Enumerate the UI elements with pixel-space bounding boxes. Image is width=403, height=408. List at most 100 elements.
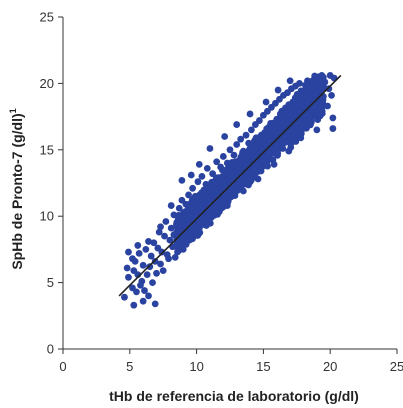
data-point (214, 174, 222, 182)
data-point (203, 164, 211, 172)
data-point (157, 260, 164, 268)
data-point (233, 121, 241, 128)
data-point (179, 246, 187, 253)
data-point (145, 238, 152, 245)
data-point (207, 206, 215, 213)
data-point (223, 159, 231, 167)
data-point (174, 239, 182, 247)
data-point (141, 287, 148, 294)
data-point (221, 133, 229, 140)
data-point (173, 220, 180, 228)
data-point (278, 122, 286, 130)
data-point (241, 174, 249, 182)
data-point (255, 117, 263, 124)
data-point (321, 78, 329, 86)
data-point (313, 126, 321, 134)
data-point (247, 126, 255, 134)
data-point (147, 252, 155, 260)
data-point (253, 138, 261, 146)
y-tick-label: 0 (47, 342, 54, 357)
data-point (243, 154, 251, 162)
data-point (272, 138, 280, 146)
data-point (329, 125, 337, 132)
data-point (297, 134, 305, 142)
data-point (329, 114, 337, 122)
data-point (217, 163, 225, 171)
data-point (270, 133, 278, 140)
data-point (134, 242, 142, 249)
data-point (139, 297, 147, 305)
data-point (215, 187, 223, 195)
data-point (230, 151, 238, 159)
data-point (223, 202, 231, 209)
data-point (328, 91, 335, 99)
data-point (201, 202, 209, 209)
data-point (231, 168, 239, 176)
data-point (186, 210, 194, 217)
data-point (178, 176, 186, 184)
data-point (281, 106, 289, 114)
data-point (123, 264, 131, 272)
data-point (259, 163, 267, 170)
data-point (314, 116, 322, 124)
y-tick-label: 10 (40, 209, 54, 224)
data-point (195, 161, 203, 168)
x-axis-title: tHb de referencia de laboratorio (g/dl) (109, 388, 359, 404)
x-tick-label: 25 (390, 359, 403, 374)
data-point (153, 269, 160, 277)
data-point (121, 293, 128, 301)
x-tick-label: 15 (256, 359, 270, 374)
data-point (234, 183, 242, 191)
data-point (260, 139, 268, 147)
data-point (170, 231, 178, 239)
data-point (138, 277, 146, 285)
data-point (218, 182, 226, 190)
data-point (324, 102, 331, 110)
data-point (226, 146, 234, 154)
fit-line (118, 74, 342, 297)
y-tick-label: 15 (40, 142, 54, 157)
data-point (245, 139, 253, 147)
data-point (235, 157, 243, 164)
data-point (167, 202, 175, 209)
data-point (242, 131, 250, 139)
data-point (262, 147, 270, 155)
data-point (170, 211, 178, 219)
y-ticks: 0 5 10 15 20 25 (40, 10, 63, 357)
data-point (145, 292, 152, 300)
data-point (150, 239, 158, 247)
data-point (187, 171, 195, 179)
data-point (194, 178, 202, 186)
y-tick-label: 25 (40, 10, 54, 25)
x-tick-label: 0 (59, 359, 66, 374)
data-point (202, 180, 210, 188)
data-point (213, 158, 221, 166)
y-axis-title-superscript: 1 (8, 108, 18, 113)
data-point (237, 135, 245, 143)
data-point (308, 111, 315, 119)
data-point (151, 257, 159, 265)
data-point (159, 267, 167, 275)
data-point (207, 214, 215, 221)
data-point (215, 208, 223, 216)
x-ticks: 0 5 10 15 20 25 (59, 349, 403, 374)
data-point (198, 172, 206, 180)
data-point (177, 226, 184, 233)
data-point (318, 107, 326, 115)
data-point (273, 115, 281, 123)
data-point (162, 218, 170, 225)
data-point (274, 86, 282, 94)
data-point (254, 175, 262, 183)
data-point (233, 141, 241, 148)
data-point (253, 165, 260, 173)
data-point (209, 170, 217, 178)
data-point (180, 209, 188, 217)
data-point (133, 288, 140, 296)
data-point (206, 145, 214, 152)
x-tick-label: 5 (126, 359, 133, 374)
data-point (149, 279, 156, 286)
data-point (171, 253, 179, 261)
data-point (239, 147, 247, 155)
data-point (165, 255, 172, 263)
